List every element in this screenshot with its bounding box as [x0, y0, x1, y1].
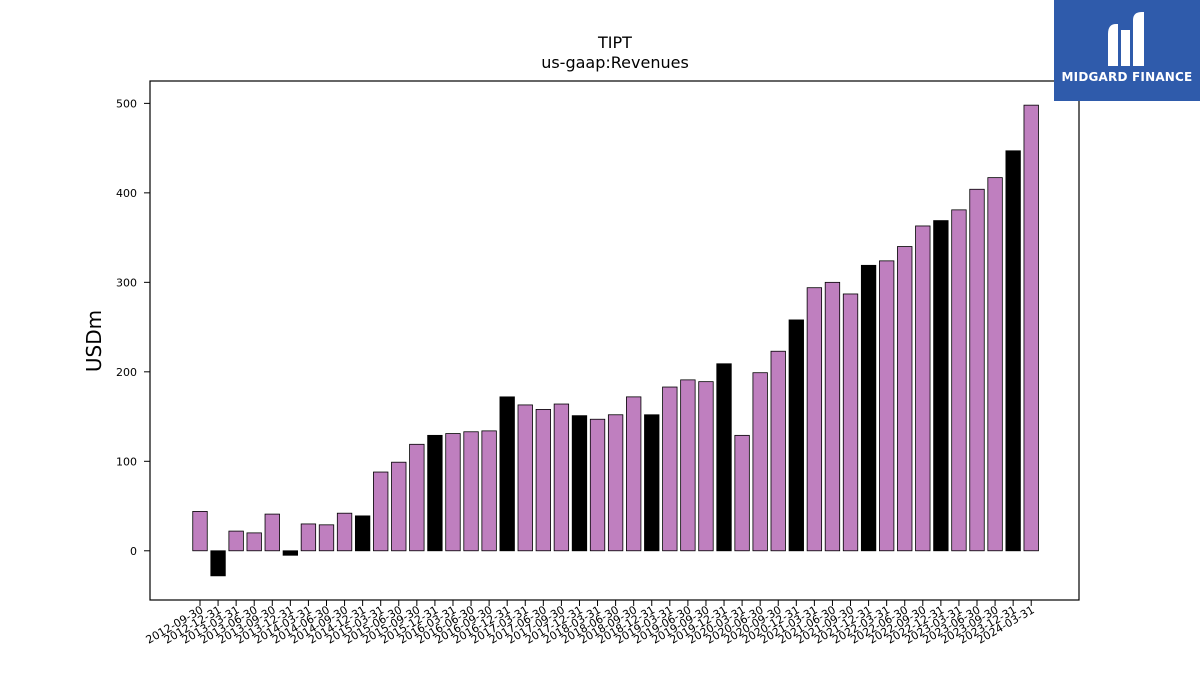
- bar-2023-06-30: [969, 188, 985, 552]
- bar-2022-12-31: [933, 220, 949, 552]
- bar-2018-03-31: [589, 418, 606, 552]
- bar-2014-03-31: [300, 523, 317, 552]
- bar-2022-03-31: [879, 260, 895, 552]
- bar-2013-12-31: [282, 550, 299, 556]
- bar-2019-03-31: [662, 386, 678, 552]
- y-tick-label: 100: [116, 455, 137, 468]
- bar-2020-03-31: [734, 434, 750, 552]
- bars-group: [192, 104, 1039, 577]
- y-axis-label: USDm: [82, 310, 106, 372]
- bar-2013-03-31: [228, 530, 244, 552]
- bar-2017-09-30: [553, 403, 570, 552]
- bar-2016-12-31: [499, 396, 515, 552]
- bar-2014-06-30: [318, 524, 335, 552]
- bar-2012-09-30: [192, 511, 208, 552]
- y-ticks-group: 0 100 200 300 400 500: [116, 97, 150, 558]
- bar-2015-06-30: [391, 461, 407, 552]
- bar-2013-09-30: [264, 513, 280, 552]
- bar-2022-09-30: [915, 225, 931, 552]
- bar-2021-06-30: [824, 281, 841, 552]
- bar-2021-03-31: [806, 287, 823, 552]
- brand-name: MIDGARD FINANCE: [1061, 70, 1193, 84]
- bar-2015-12-31: [427, 434, 443, 552]
- bar-2021-09-30: [842, 293, 859, 552]
- bar-2023-09-30: [987, 177, 1003, 552]
- bar-2020-09-30: [770, 350, 786, 552]
- x-ticks-group: 2012-09-302012-12-312013-03-312013-06-30…: [144, 600, 1037, 647]
- bar-2016-03-31: [445, 433, 461, 552]
- bar-2019-12-31: [716, 363, 732, 552]
- bar-2015-09-30: [409, 443, 425, 552]
- midgard-logo-icon: [1108, 12, 1144, 66]
- bar-2018-09-30: [626, 396, 642, 552]
- bar-2021-12-31: [860, 264, 877, 552]
- bar-2023-12-31: [1005, 150, 1021, 552]
- bar-2013-06-30: [246, 532, 262, 552]
- bar-2022-06-30: [897, 246, 913, 552]
- y-tick-label: 300: [116, 276, 137, 289]
- chart-subtitle: us-gaap:Revenues: [541, 53, 689, 72]
- bar-2020-12-31: [788, 319, 804, 552]
- y-tick-label: 200: [116, 366, 137, 379]
- y-tick-label: 0: [130, 545, 137, 558]
- bar-2014-12-31: [354, 515, 371, 552]
- bar-2016-09-30: [481, 430, 497, 552]
- bar-2017-03-31: [517, 404, 533, 552]
- bar-2018-06-30: [607, 414, 624, 552]
- bar-2019-06-30: [680, 379, 696, 552]
- bar-2015-03-31: [373, 471, 389, 552]
- brand-logo: MIDGARD FINANCE: [1054, 0, 1200, 101]
- bar-2023-03-31: [951, 209, 967, 552]
- bar-2012-12-31: [210, 550, 226, 577]
- bar-2020-06-30: [752, 372, 768, 552]
- bar-2017-12-31: [571, 415, 588, 552]
- chart-title: TIPT: [597, 33, 632, 52]
- y-tick-label: 500: [116, 97, 137, 110]
- bar-2024-03-31: [1023, 104, 1039, 552]
- bar-2019-09-30: [698, 381, 714, 552]
- y-tick-label: 400: [116, 187, 137, 200]
- bar-2017-06-30: [535, 408, 551, 552]
- bar-2016-06-30: [463, 431, 479, 552]
- bar-2018-12-31: [644, 414, 660, 552]
- bar-2014-09-30: [336, 512, 353, 552]
- plot-frame: [149, 80, 1080, 601]
